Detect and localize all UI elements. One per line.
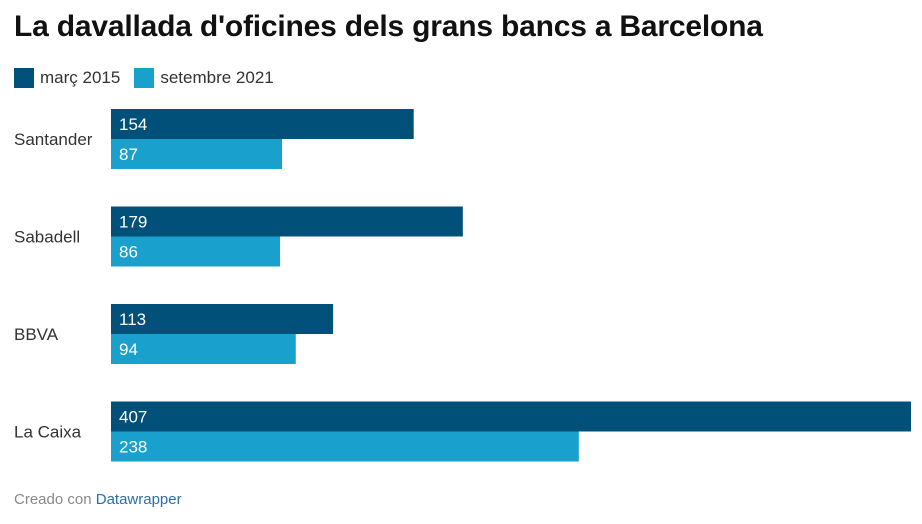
- bar-sabadell-series-2: [111, 236, 281, 267]
- legend-label-september-2021: setembre 2021: [160, 68, 274, 87]
- bar-value-label-santander-series-2: 87: [119, 145, 138, 164]
- bar-santander-series-1: [111, 109, 414, 139]
- bar-chart-svg: Santander 154 87 Sabadell 179 86 BBVA 113 94 La C…: [14, 109, 911, 462]
- bar-value-label-sabadell-series-2: 86: [119, 243, 138, 262]
- bar-value-label-la-caixa-series-1: 407: [119, 408, 147, 427]
- bar-la-caixa-series-1: [111, 401, 911, 432]
- category-label-sabadell: Sabadell: [14, 228, 80, 247]
- bar-bbva-series-2: [111, 334, 296, 364]
- legend-item-march-2015: març 2015: [14, 68, 120, 88]
- chart-title: La davallada d'oficines dels grans bancs…: [14, 10, 763, 43]
- legend-item-september-2021: setembre 2021: [134, 68, 274, 88]
- bar-bbva-series-1: [111, 304, 334, 334]
- legend-swatch-march-2015: [14, 68, 34, 88]
- bar-santander-series-2: [111, 139, 283, 169]
- category-label-santander: Santander: [14, 130, 93, 149]
- bar-value-label-bbva-series-2: 94: [119, 340, 138, 359]
- bar-la-caixa-series-2: [111, 431, 579, 462]
- category-label-bbva: BBVA: [14, 325, 59, 344]
- legend-swatch-september-2021: [134, 68, 155, 88]
- legend: març 2015 setembre 2021: [14, 66, 288, 90]
- footer-prefix: Creado con: [14, 491, 92, 508]
- bar-value-label-bbva-series-1: 113: [119, 310, 146, 329]
- bar-chart: Santander 154 87 Sabadell 179 86 BBVA 113 94 La C…: [0, 96, 922, 476]
- legend-label-march-2015: març 2015: [40, 68, 121, 87]
- footer-credit: Creado con Datawrapper: [14, 491, 182, 508]
- category-label-la-caixa: La Caixa: [14, 423, 82, 442]
- bar-value-label-santander-series-1: 154: [119, 115, 147, 134]
- bar-value-label-sabadell-series-1: 179: [119, 213, 147, 232]
- bar-sabadell-series-1: [111, 206, 463, 237]
- bar-value-label-la-caixa-series-2: 238: [119, 438, 147, 457]
- datawrapper-link[interactable]: Datawrapper: [95, 491, 182, 508]
